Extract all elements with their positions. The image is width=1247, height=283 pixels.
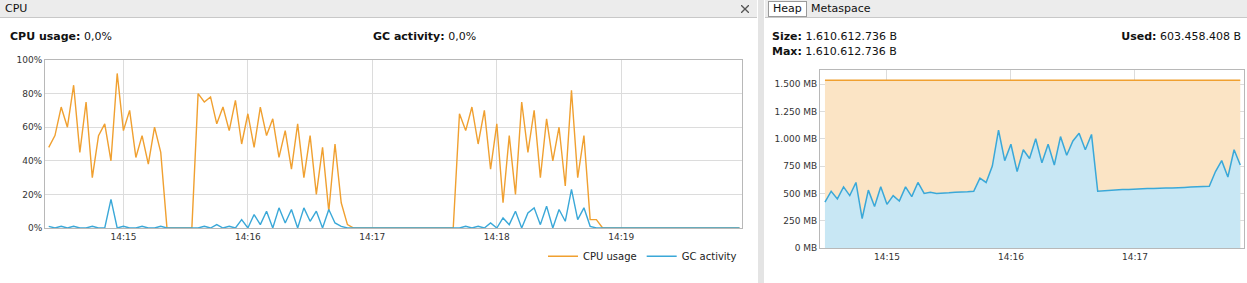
svg-text:1.500 MB: 1.500 MB (775, 79, 818, 89)
svg-text:1.000 MB: 1.000 MB (775, 134, 818, 144)
svg-text:500 MB: 500 MB (783, 189, 817, 199)
html-text:Size: 1.610.612.736 B: Size: 1.610.612.736 B (772, 30, 897, 43)
svg-text:60%: 60% (22, 122, 42, 132)
svg-text:100%: 100% (16, 55, 42, 65)
html-text:Max: 1.610.612.736 B: Max: 1.610.612.736 B (772, 45, 897, 58)
html-text:CPU usage: 0,0%: CPU usage: 0,0% (10, 30, 112, 43)
html-text:Used: 603.458.408 B: Used: 603.458.408 B (1121, 30, 1241, 43)
svg-text:14:17: 14:17 (1122, 252, 1148, 262)
svg-text:80%: 80% (22, 89, 42, 99)
svg-text:750 MB: 750 MB (783, 161, 817, 171)
svg-text:14:19: 14:19 (608, 232, 634, 242)
svg-text:14:15: 14:15 (110, 232, 136, 242)
html-text:Heap: Heap (773, 2, 802, 15)
svg-text:250 MB: 250 MB (783, 216, 817, 226)
svg-text:14:16: 14:16 (998, 252, 1024, 262)
svg-text:0 MB: 0 MB (795, 243, 818, 253)
svg-text:14:17: 14:17 (359, 232, 385, 242)
svg-text:40%: 40% (22, 156, 42, 166)
html-text:CPU: CPU (5, 2, 28, 15)
svg-text:14:18: 14:18 (484, 232, 510, 242)
svg-text:14:15: 14:15 (874, 252, 900, 262)
svg-text:1.250 MB: 1.250 MB (775, 107, 818, 117)
svg-text:0%: 0% (28, 223, 43, 233)
html-text:Metaspace: Metaspace (811, 2, 871, 15)
svg-text:20%: 20% (22, 190, 42, 200)
svg-text:14:16: 14:16 (235, 232, 261, 242)
html-text:GC activity: 0,0%: GC activity: 0,0% (373, 30, 477, 43)
svg-text:CPU usage: CPU usage (583, 251, 637, 262)
svg-text:GC activity: GC activity (682, 251, 737, 262)
